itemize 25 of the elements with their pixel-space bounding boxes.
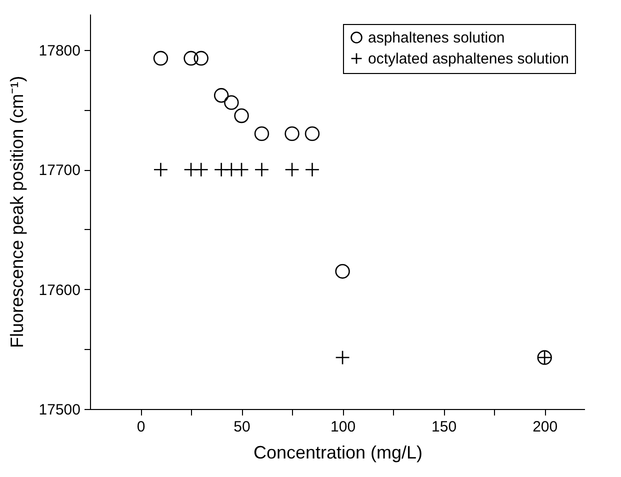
point [234,108,249,124]
y-tick-label: 17700 [38,162,80,180]
y-tick-label: 17500 [38,402,80,418]
point [284,162,300,177]
y-axis-title: Fluorescence peak position (cm⁻¹) [6,76,27,348]
legend-label: asphaltenes solution [368,30,505,46]
x-tick-label: 0 [136,418,146,436]
point [304,126,320,142]
legend-label: octylated asphaltenes solution [368,50,569,68]
point [335,350,350,365]
point [194,50,208,66]
point [254,126,270,142]
point [335,264,350,279]
x-tick-label: 150 [432,418,457,436]
x-tick-label: 50 [234,418,250,436]
x-tick-label: 100 [330,418,356,436]
point [214,88,229,103]
y-tick-label: 17600 [38,282,80,299]
point [153,50,168,66]
point [284,126,300,142]
point [224,95,239,110]
point [184,50,198,66]
y-tick-label: 17800 [38,42,80,60]
x-axis-title: Concentration (mg/L) [253,442,423,462]
x-tick-label: 200 [532,418,558,436]
